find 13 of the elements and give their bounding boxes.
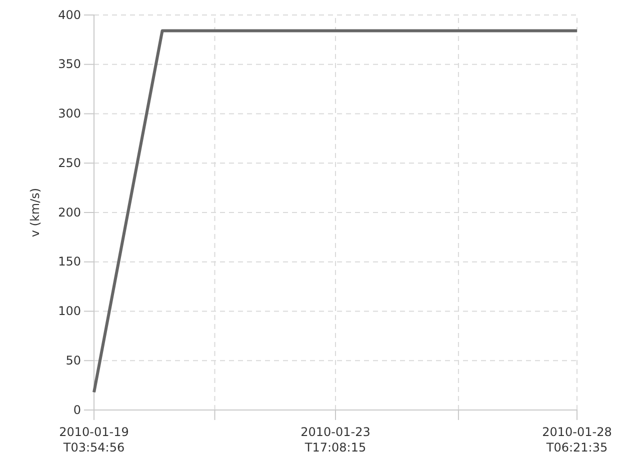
x-tick-label: 2010-01-23 T17:08:15 <box>300 425 370 455</box>
y-tick-label: 100 <box>58 304 81 318</box>
x-tick-label: 2010-01-19 T03:54:56 <box>59 425 129 455</box>
y-tick-label: 200 <box>58 205 81 220</box>
y-tick-label: 0 <box>73 402 81 417</box>
y-tick-label: 50 <box>66 353 81 368</box>
x-tick-label: 2010-01-28 T06:21:35 <box>542 425 612 455</box>
y-tick-label: 250 <box>58 156 81 170</box>
y-tick-label: 350 <box>58 57 81 72</box>
y-axis-title: v (km/s) <box>28 188 42 238</box>
y-tick-label: 400 <box>58 8 81 22</box>
y-tick-label: 300 <box>58 106 81 121</box>
y-tick-label: 150 <box>58 254 81 269</box>
